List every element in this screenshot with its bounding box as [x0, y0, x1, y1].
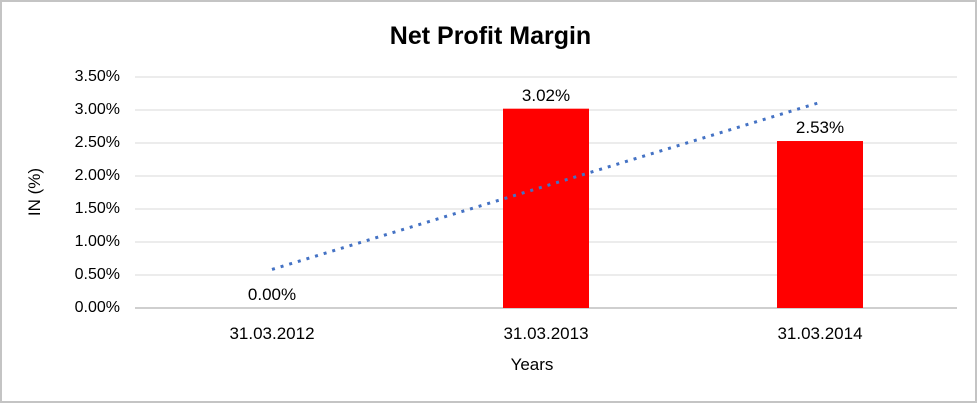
y-tick-label: 2.00%: [74, 167, 120, 184]
data-label-31.03.2014: 2.53%: [795, 118, 845, 138]
x-axis-title: Years: [510, 355, 554, 374]
data-label-31.03.2013: 3.02%: [521, 85, 571, 105]
x-tick-label: 31.03.2013: [503, 324, 589, 343]
y-tick-label: 3.50%: [74, 68, 120, 85]
y-tick-label: 1.00%: [74, 233, 120, 250]
y-tick-label: 0.00%: [74, 299, 120, 316]
y-tick-label: 2.50%: [74, 134, 120, 151]
chart-title: Net Profit Margin: [389, 22, 592, 50]
bar-31.03.2013: [503, 108, 589, 309]
y-axis-title: IN (%): [25, 167, 44, 217]
x-tick-label: 31.03.2012: [229, 324, 315, 343]
x-tick-label: 31.03.2014: [777, 324, 863, 343]
trendline: [271, 100, 821, 271]
y-tick-label: 0.50%: [74, 266, 120, 283]
y-tick-label: 1.50%: [74, 200, 120, 217]
y-tick-label: 3.00%: [74, 101, 120, 118]
data-label-31.03.2012: 0.00%: [247, 285, 297, 304]
bar-31.03.2014: [777, 141, 863, 308]
